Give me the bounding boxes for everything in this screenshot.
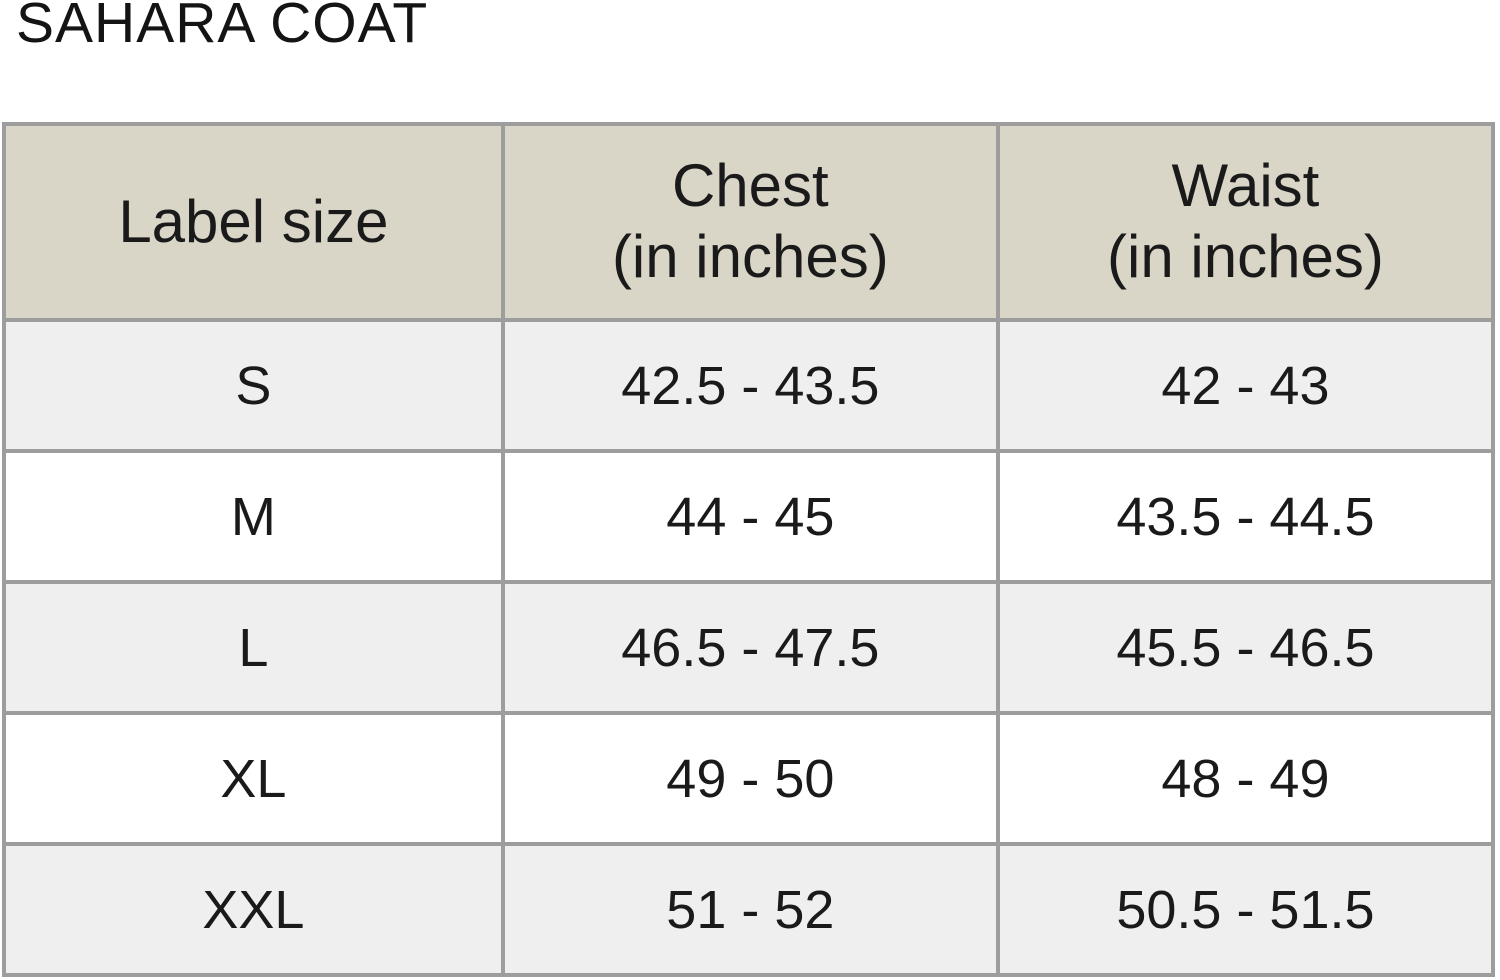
table-row-xxl: XXL 51 - 52 50.5 - 51.5 — [2, 842, 1496, 977]
waist-cell: 48 - 49 — [995, 711, 1496, 846]
column-header-label: Chest — [671, 152, 829, 220]
column-header-sublabel: (in inches) — [1107, 223, 1384, 290]
table-row-xl: XL 49 - 50 48 - 49 — [2, 711, 1496, 846]
size-chart-body: S 42.5 - 43.5 42 - 43 M 44 - 45 43.5 - 4… — [2, 318, 1496, 977]
waist-cell: 45.5 - 46.5 — [995, 580, 1496, 715]
chest-cell: 42.5 - 43.5 — [500, 318, 1000, 453]
column-header-waist: Waist (in inches) — [995, 122, 1496, 322]
table-row-s: S 42.5 - 43.5 42 - 43 — [2, 318, 1496, 453]
table-row-l: L 46.5 - 47.5 45.5 - 46.5 — [2, 580, 1496, 715]
page-title: SAHARA COAT — [16, 0, 429, 55]
column-header-label-size: Label size — [2, 122, 505, 322]
column-header-chest: Chest (in inches) — [500, 122, 1000, 322]
size-chart-table: Label size Chest (in inches) Waist (in i… — [2, 122, 1496, 977]
size-chart-header: Label size Chest (in inches) Waist (in i… — [2, 122, 1496, 322]
column-header-sublabel: (in inches) — [611, 223, 889, 290]
chest-cell: 49 - 50 — [500, 711, 1000, 846]
size-cell: L — [2, 580, 505, 715]
size-cell: S — [2, 318, 505, 453]
chest-cell: 44 - 45 — [500, 449, 1000, 584]
column-header-label: Label size — [118, 187, 389, 255]
waist-cell: 43.5 - 44.5 — [995, 449, 1496, 584]
size-cell: M — [2, 449, 505, 584]
table-row-m: M 44 - 45 43.5 - 44.5 — [2, 449, 1496, 584]
header-row: Label size Chest (in inches) Waist (in i… — [2, 122, 1496, 322]
waist-cell: 50.5 - 51.5 — [995, 842, 1496, 977]
chest-cell: 51 - 52 — [500, 842, 1000, 977]
column-header-label: Waist — [1171, 152, 1320, 220]
size-cell: XXL — [2, 842, 505, 977]
chest-cell: 46.5 - 47.5 — [500, 580, 1000, 715]
size-cell: XL — [2, 711, 505, 846]
waist-cell: 42 - 43 — [995, 318, 1496, 453]
